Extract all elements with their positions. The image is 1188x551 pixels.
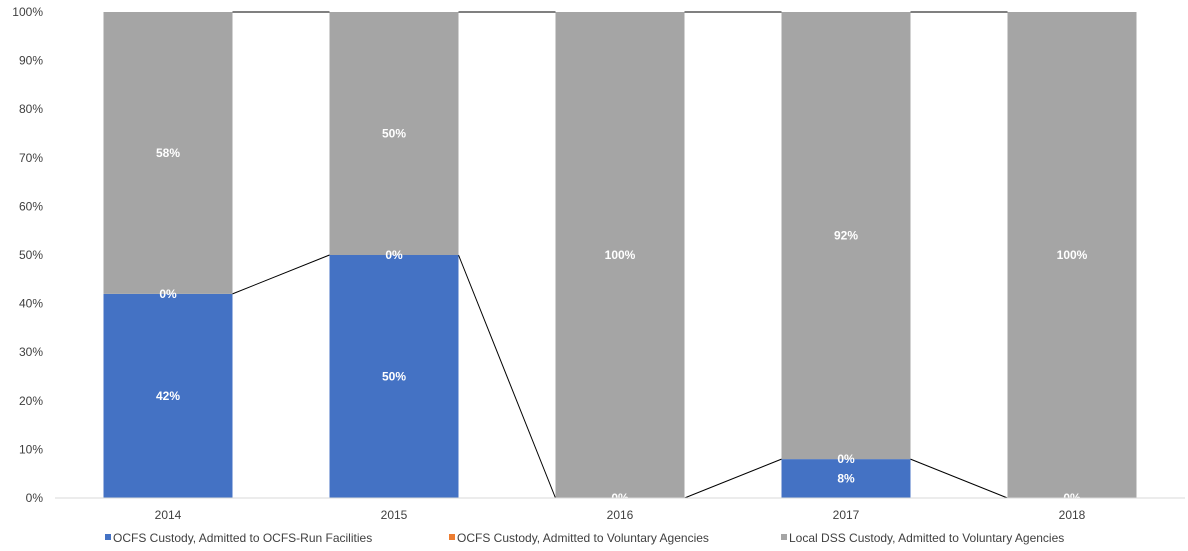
y-tick-label: 70%: [19, 151, 43, 165]
x-tick-label: 2015: [381, 508, 408, 522]
data-label: 100%: [1057, 248, 1088, 262]
y-tick-label: 80%: [19, 102, 43, 116]
y-tick-label: 30%: [19, 345, 43, 359]
legend-entry: OCFS Custody, Admitted to Voluntary Agen…: [457, 531, 709, 545]
y-tick-label: 40%: [19, 297, 43, 311]
y-tick-label: 50%: [19, 248, 43, 262]
bar-segment: [781, 12, 911, 460]
y-tick-label: 0%: [26, 491, 44, 505]
data-label: 50%: [382, 127, 406, 141]
y-tick-label: 100%: [12, 5, 43, 19]
data-label: 8%: [837, 472, 855, 486]
bar-segment: [103, 293, 233, 498]
bar-segment: [1007, 12, 1137, 498]
x-tick-label: 2014: [155, 508, 182, 522]
y-axis: 0% 10% 20% 30% 40% 50% 60% 70% 80% 90% 100%: [12, 5, 43, 505]
legend-swatch: [449, 534, 455, 540]
bar-segment: [329, 12, 459, 255]
y-tick-label: 60%: [19, 199, 43, 213]
x-tick-label: 2018: [1059, 508, 1086, 522]
y-tick-label: 10%: [19, 442, 43, 456]
bar-segment: [781, 459, 911, 498]
data-label: 58%: [156, 146, 180, 160]
x-tick-label: 2016: [607, 508, 634, 522]
legend-entry: Local DSS Custody, Admitted to Voluntary…: [789, 531, 1064, 545]
data-label: 0%: [159, 287, 177, 301]
data-label: 0%: [385, 248, 403, 262]
data-label: 42%: [156, 389, 180, 403]
series-line: [458, 254, 556, 499]
x-axis: 2014 2015 2016 2017 2018: [55, 497, 1185, 522]
legend-entry: OCFS Custody, Admitted to OCFS-Run Facil…: [113, 531, 372, 545]
series-line: [232, 254, 330, 295]
data-label: 0%: [837, 452, 855, 466]
data-label: 50%: [382, 370, 406, 384]
data-label: 92%: [834, 229, 858, 243]
series-line: [910, 458, 1008, 499]
legend: OCFS Custody, Admitted to OCFS-Run Facil…: [105, 531, 1064, 545]
legend-swatch: [105, 534, 111, 540]
x-tick-label: 2017: [833, 508, 860, 522]
y-tick-label: 90%: [19, 54, 43, 68]
legend-swatch: [781, 534, 787, 540]
bar-segment: [103, 12, 233, 294]
y-tick-label: 20%: [19, 394, 43, 408]
series-line: [684, 458, 782, 499]
bar-segment: [555, 12, 685, 498]
series-lines: [232, 11, 1008, 499]
bars: [103, 12, 1137, 498]
bar-segment: [329, 255, 459, 498]
data-label: 100%: [605, 248, 636, 262]
